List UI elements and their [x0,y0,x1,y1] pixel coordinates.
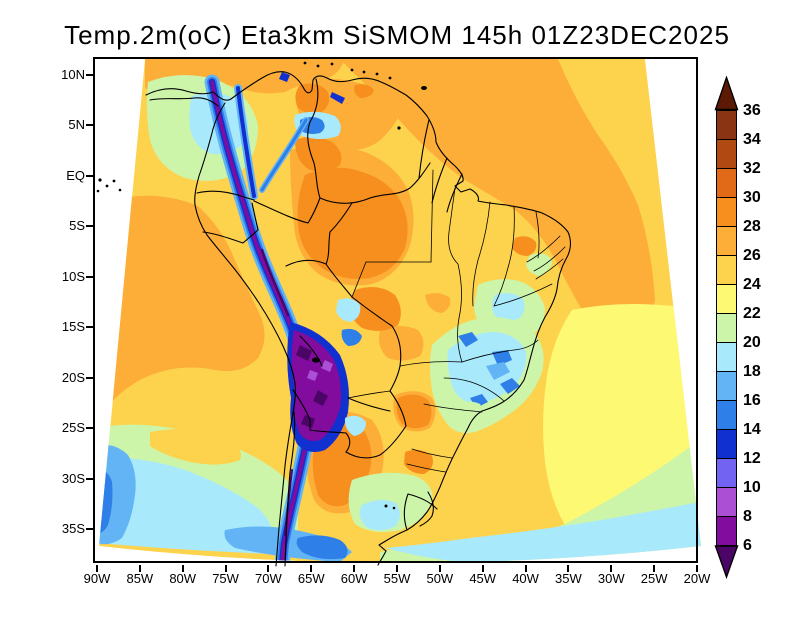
colorbar-cell [716,487,737,518]
colorbar-tick-label: 14 [743,421,761,438]
longitude-tick [438,565,441,572]
colorbar-cell [716,139,737,170]
latitude-tick [86,174,93,177]
longitude-tick-label: 40W [512,571,539,586]
longitude-tick-label: 55W [383,571,411,586]
colorbar-cell [716,197,737,228]
latitude-tick-label: 30S [61,470,85,486]
latitude-tick-label: 20S [61,369,85,385]
temperature-field [99,59,701,563]
latitude-tick-label: 5N [68,117,85,133]
colorbar-tick-label: 12 [743,450,761,467]
colorbar-cell [716,313,737,344]
latitude-tick [86,326,93,329]
colorbar-tick-label: 36 [743,102,761,119]
colorbar-arrow-up [714,76,739,111]
colorbar-cell [716,342,737,373]
plot-title: Temp.2m(oC) Eta3km SiSMOM 145h 01Z23DEC2… [64,20,730,50]
colorbar-cell [716,284,737,315]
colorbar-cell [716,516,737,547]
colorbar-tick-label: 32 [743,160,761,177]
latitude-tick-label: 10S [61,268,85,284]
colorbar-cell [716,458,737,489]
latitude-tick-label: 25S [61,420,85,436]
colorbar-cell [716,110,737,141]
longitude-tick-label: 70W [255,571,282,586]
latitude-tick [86,376,93,379]
longitude-tick-label: 30W [597,571,625,586]
colorbar-cell [716,400,737,431]
colorbar-tick-label: 16 [743,392,761,409]
colorbar-tick-label: 8 [743,508,752,525]
longitude-tick-label: 60W [340,571,368,586]
colorbar-tick-label: 24 [743,276,761,293]
longitude-tick [224,565,227,572]
coastline-borders [145,71,571,567]
longitude-tick-label: 75W [212,571,239,586]
longitude-tick [524,565,527,572]
longitude-tick-label: 20W [683,571,711,586]
longitude-tick-label: 35W [555,571,582,586]
longitude-tick [181,565,184,572]
latitude-tick-label: 5S [69,218,85,234]
colorbar-cell [716,168,737,199]
longitude-tick-label: 85W [126,571,154,586]
colorbar-tick-label: 20 [743,334,761,351]
latitude-tick [86,427,93,430]
longitude-tick-label: 50W [426,571,454,586]
latitude-tick-label: EQ [66,167,85,183]
colorbar-tick-label: 22 [743,305,761,322]
colorbar-tick-label: 18 [743,363,761,380]
islands [96,61,427,510]
longitude-tick-label: 45W [469,571,497,586]
colorbar-cell [716,226,737,257]
longitude-tick [310,565,313,572]
longitude-tick [653,565,656,572]
latitude-tick-label: 10N [61,67,85,82]
colorbar-cell [716,371,737,402]
latitude-tick [86,74,93,76]
longitude-tick [610,565,613,572]
longitude-tick [395,565,398,572]
longitude-tick [695,565,698,572]
latitude-tick [86,477,93,480]
latitude-tick-label: 15S [61,319,85,335]
colorbar-tick-label: 30 [743,189,761,206]
colorbar-tick-label: 28 [743,218,761,235]
longitude-tick [138,565,141,572]
colorbar-tick-label: 10 [743,479,761,496]
longitude-tick-label: 90W [83,571,111,586]
longitude-tick [96,565,98,572]
colorbar-cell [716,429,737,460]
longitude-tick-label: 80W [169,571,197,586]
latitude-tick [86,124,93,127]
longitude-tick [481,565,484,572]
latitude-tick-label: 35S [61,520,85,536]
longitude-tick [353,565,356,572]
latitude-tick [86,225,93,228]
colorbar-cell [716,255,737,286]
latitude-tick [86,527,93,530]
longitude-tick-label: 65W [297,571,325,586]
longitude-tick-label: 25W [640,571,668,586]
longitude-tick [267,565,270,572]
state-borders [347,169,566,473]
colorbar-arrow-down [714,545,739,579]
colorbar-tick-label: 6 [743,537,752,554]
colorbar-tick-label: 34 [743,131,761,148]
longitude-tick [567,565,570,572]
colorbar-tick-label: 26 [743,247,761,264]
latitude-tick [86,275,93,278]
